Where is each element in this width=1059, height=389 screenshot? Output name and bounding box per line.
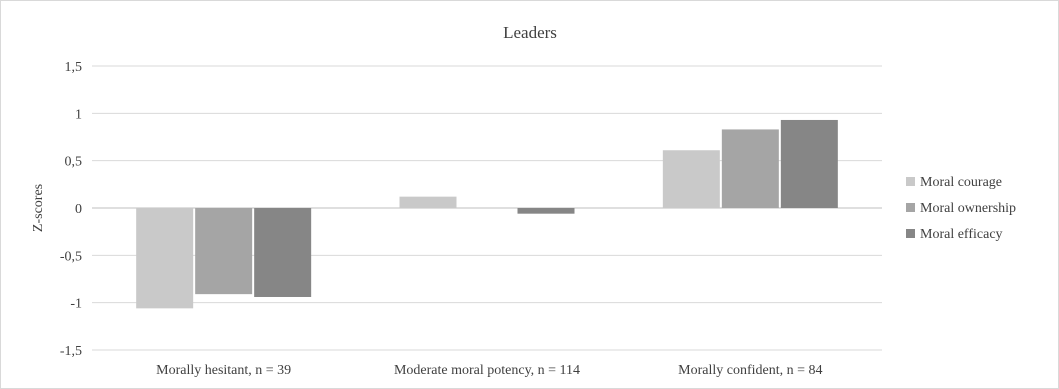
bar-moral-courage	[136, 208, 194, 309]
bar-moral-ownership	[721, 129, 779, 208]
y-tick-label: -0,5	[60, 249, 82, 264]
x-tick-label: Morally hesitant, n = 39	[156, 363, 291, 378]
y-tick-label: 1	[75, 107, 82, 122]
y-tick-label: 0	[75, 202, 82, 217]
bars	[136, 119, 838, 309]
x-tick-label: Moderate moral potency, n = 114	[394, 363, 580, 378]
legend-swatch	[906, 177, 915, 186]
bar-moral-courage	[399, 196, 457, 208]
bar-moral-efficacy	[254, 208, 312, 297]
bar-moral-efficacy	[780, 119, 838, 208]
y-tick-label: 0,5	[65, 155, 83, 170]
y-axis-title: Z-scores	[31, 184, 46, 232]
chart-title: Leaders	[503, 23, 557, 42]
bar-moral-courage	[662, 150, 720, 208]
x-axis-tick-labels: Morally hesitant, n = 39 Moderate moral p…	[156, 363, 822, 378]
legend: Moral courage Moral ownership Moral effica…	[906, 175, 1016, 242]
y-tick-label: -1	[70, 297, 82, 312]
legend-label: Moral efficacy	[920, 227, 1003, 242]
bar-moral-efficacy	[517, 208, 575, 214]
bar-moral-ownership	[195, 208, 253, 295]
y-tick-label: 1,5	[65, 60, 83, 75]
legend-swatch	[906, 229, 915, 238]
legend-label: Moral ownership	[920, 201, 1016, 216]
y-axis-tick-labels: 1,5 1 0,5 0 -0,5 -1 -1,5	[60, 60, 82, 359]
y-tick-label: -1,5	[60, 344, 82, 359]
x-tick-label: Morally confident, n = 84	[678, 363, 822, 378]
legend-swatch	[906, 203, 915, 212]
legend-label: Moral courage	[920, 175, 1002, 190]
